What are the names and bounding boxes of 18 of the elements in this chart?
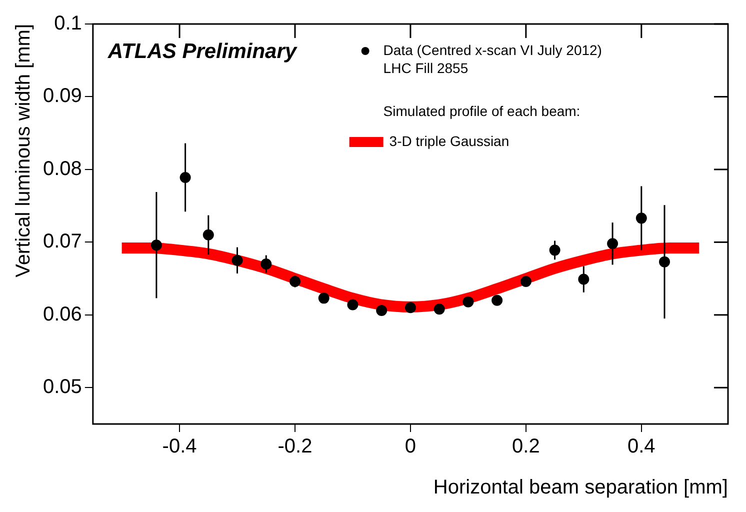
y-tick-label: 0.09 — [42, 85, 82, 108]
x-axis-title: Horizontal beam separation [mm] — [433, 476, 728, 499]
x-tick-label: -0.4 — [162, 436, 197, 458]
annotation: LHC Fill 2855 — [383, 60, 468, 76]
y-tick-label: 0.1 — [54, 12, 82, 35]
x-tick-label: 0 — [404, 436, 416, 458]
y-tick-label: 0.05 — [42, 376, 82, 398]
annotation: Simulated profile of each beam: — [383, 102, 580, 119]
legend-label: Data (Centred x-scan VI July 2012) — [383, 42, 602, 58]
y-tick-label: 0.07 — [42, 230, 82, 253]
x-tick-label: 0.2 — [512, 436, 540, 458]
annotation: ATLAS Preliminary — [106, 40, 298, 63]
x-tick-label: 0.4 — [627, 436, 656, 458]
y-tick-label: 0.08 — [42, 158, 82, 180]
x-tick-label: -0.2 — [278, 436, 312, 458]
legend-label: 3-D triple Gaussian — [389, 132, 510, 149]
y-axis-title: Vertical luminous width [mm] — [12, 24, 35, 278]
y-tick-label: 0.06 — [42, 303, 82, 326]
